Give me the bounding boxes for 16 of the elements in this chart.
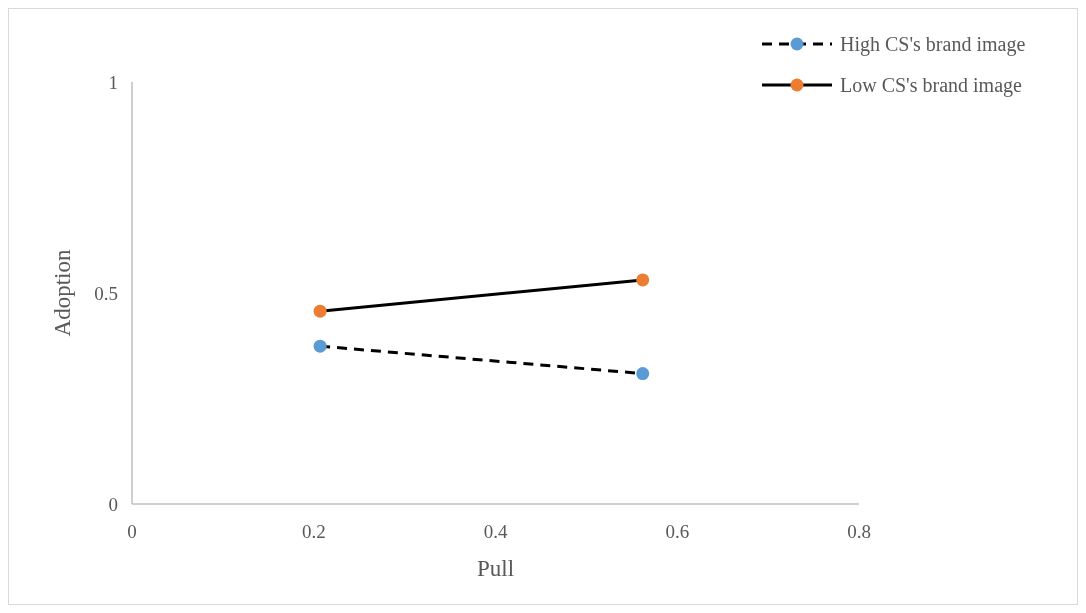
- point: [636, 273, 650, 287]
- y-tick-label: 1: [108, 71, 118, 93]
- legend-label: Low CS's brand image: [840, 74, 1023, 97]
- legend-label: High CS's brand image: [840, 33, 1026, 56]
- y-tick-label: 0.5: [94, 282, 118, 304]
- y-tick-label: 0: [108, 493, 118, 515]
- x-tick-label: 0: [127, 521, 137, 542]
- x-tick-label: 0.6: [665, 521, 690, 542]
- x-axis-title: Pull: [476, 556, 515, 581]
- x-tick-label: 0.8: [847, 521, 871, 542]
- point: [636, 367, 650, 381]
- x-tick-label: 0.2: [301, 521, 326, 542]
- y-axis-title: Adoption: [50, 249, 75, 337]
- point: [313, 339, 327, 353]
- point: [313, 304, 327, 318]
- x-tick-label: 0.4: [483, 521, 508, 542]
